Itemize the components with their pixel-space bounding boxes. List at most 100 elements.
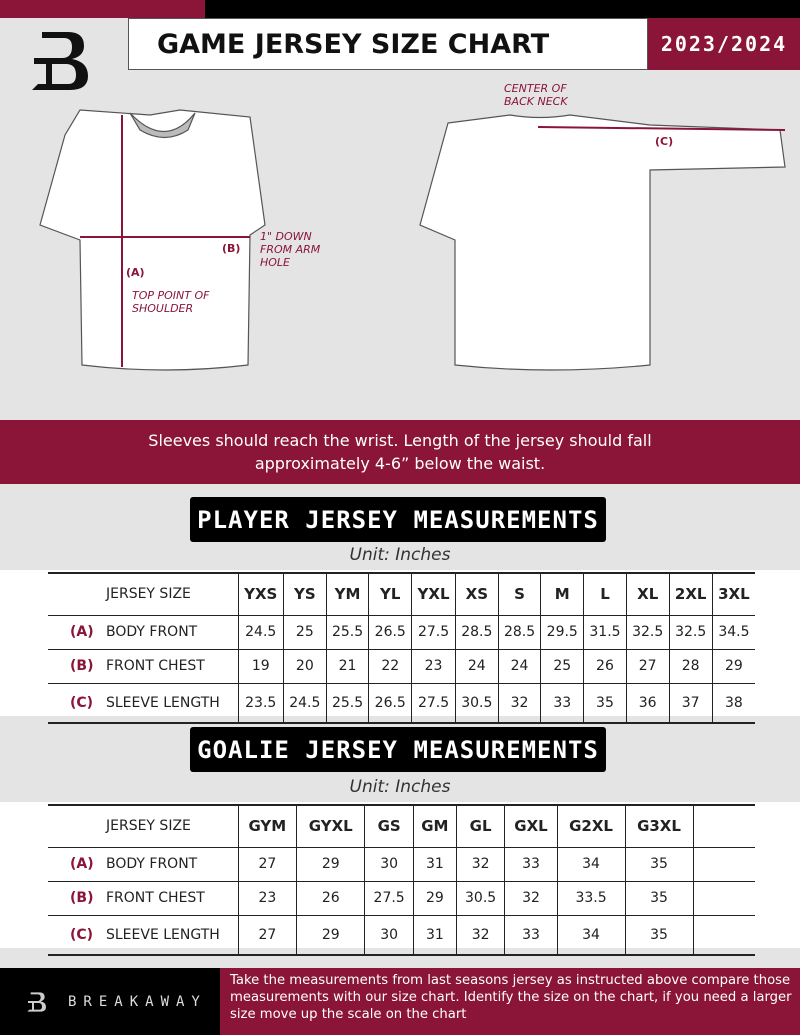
value-cell: 36	[625, 682, 670, 724]
label-top-shoulder: TOP POINT OF SHOULDER	[132, 289, 210, 315]
brand-name: BREAKAWAY	[68, 993, 207, 1010]
value-cell: 27.5	[411, 682, 456, 724]
value-cell: 23	[411, 648, 456, 684]
value-cell: 35	[624, 846, 694, 882]
value-cell: 27	[237, 846, 298, 882]
row-letter: (C)	[70, 926, 94, 943]
value-cell: 21	[325, 648, 370, 684]
value-cell: 32	[455, 846, 506, 882]
instruction-banner: Sleeves should reach the wrist. Length o…	[0, 420, 800, 484]
size-yl: YL	[368, 572, 413, 616]
size-ys: YS	[282, 572, 327, 616]
value-cell: 31	[412, 914, 457, 956]
value-cell: 37	[668, 682, 713, 724]
size-gym: GYM	[237, 804, 298, 848]
value-cell: 33.5	[556, 880, 626, 916]
value-cell: 32	[497, 682, 542, 724]
header-row: JERSEY SIZE YXS YS YM YL YXL XS S M L XL 2XL 3XL	[48, 572, 755, 616]
season-badge: 2023/2024	[648, 18, 800, 70]
value-cell: 25.5	[325, 614, 370, 650]
table-row: (C) SLEEVE LENGTH 23.5 24.5 25.5 26.5 27.5 30.5…	[48, 682, 755, 724]
row-letter: (A)	[70, 624, 94, 640]
value-cell: 23	[237, 880, 298, 916]
row-label: SLEEVE LENGTH	[106, 694, 220, 711]
breakaway-logo-icon	[32, 32, 88, 90]
size-yxs: YXS	[237, 572, 284, 616]
value-cell: 24	[454, 648, 499, 684]
label-a: (A)	[126, 266, 145, 279]
row-label: BODY FRONT	[106, 624, 198, 640]
value-cell: 32	[504, 880, 558, 916]
size-s: S	[497, 572, 542, 616]
value-cell: 27	[625, 648, 670, 684]
empty-cell	[692, 880, 755, 916]
value-cell: 25	[540, 648, 585, 684]
empty-cell	[692, 804, 755, 848]
row-letter: (A)	[70, 856, 94, 872]
value-cell: 29	[296, 846, 366, 882]
size-gxl: GXL	[504, 804, 558, 848]
size-gyxl: GYXL	[296, 804, 366, 848]
value-cell: 30.5	[455, 880, 506, 916]
table-row: (C) SLEEVE LENGTH 27 29 30 31 32 33 34 35	[48, 914, 755, 956]
row-label: BODY FRONT	[106, 856, 198, 872]
size-header: JERSEY SIZE	[48, 804, 239, 848]
value-cell: 32	[455, 914, 506, 956]
top-bar	[205, 0, 800, 18]
top-bar-accent	[0, 0, 205, 18]
page-title: GAME JERSEY SIZE CHART	[128, 18, 648, 70]
row-letter: (B)	[70, 658, 94, 674]
size-gs: GS	[364, 804, 414, 848]
table-row: (B) FRONT CHEST 23 26 27.5 29 30.5 32 33.5 35	[48, 880, 755, 916]
footer-note: Take the measurements from last seasons …	[220, 968, 800, 1035]
size-g3xl: G3XL	[624, 804, 694, 848]
value-cell: 26	[583, 648, 627, 684]
value-cell: 31.5	[583, 614, 627, 650]
row-letter: (B)	[70, 890, 94, 906]
label-arm-hole: 1" DOWN FROM ARM HOLE	[260, 230, 321, 269]
value-cell: 35	[624, 880, 694, 916]
header-row: JERSEY SIZE GYM GYXL GS GM GL GXL G2XL G3XL	[48, 804, 755, 848]
instruction-text: Sleeves should reach the wrist. Length o…	[148, 431, 652, 473]
value-cell: 23.5	[237, 682, 284, 724]
jersey-diagram	[39, 109, 786, 371]
size-gm: GM	[412, 804, 457, 848]
label-c: (C)	[655, 135, 674, 148]
size-ym: YM	[325, 572, 370, 616]
value-cell: 22	[368, 648, 413, 684]
value-cell: 27	[237, 914, 298, 956]
table-row: (A) BODY FRONT 24.5 25 25.5 26.5 27.5 28.5 28.5 2…	[48, 614, 755, 650]
value-cell: 26.5	[368, 614, 413, 650]
size-m: M	[540, 572, 585, 616]
value-cell: 35	[624, 914, 694, 956]
value-cell: 29	[296, 914, 366, 956]
goalie-section-title: GOALIE JERSEY MEASUREMENTS	[190, 727, 606, 772]
size-2xl: 2XL	[668, 572, 713, 616]
value-cell: 29.5	[540, 614, 585, 650]
value-cell: 27.5	[364, 880, 414, 916]
goalie-size-table: JERSEY SIZE GYM GYXL GS GM GL GXL G2XL G3XL (A) BO…	[48, 804, 755, 956]
value-cell: 28	[668, 648, 713, 684]
goalie-unit: Unit: Inches	[349, 777, 451, 797]
size-3xl: 3XL	[711, 572, 755, 616]
value-cell: 31	[412, 846, 457, 882]
jersey-front-shape	[39, 109, 266, 371]
value-cell: 33	[540, 682, 585, 724]
value-cell: 34	[556, 914, 626, 956]
size-header: JERSEY SIZE	[48, 572, 239, 616]
measure-line-c	[537, 126, 786, 131]
size-xl: XL	[625, 572, 670, 616]
row-label: FRONT CHEST	[106, 890, 205, 906]
value-cell: 28.5	[454, 614, 499, 650]
label-center-back-neck: CENTER OF BACK NECK	[504, 82, 568, 108]
size-g2xl: G2XL	[556, 804, 626, 848]
row-label: SLEEVE LENGTH	[106, 926, 220, 943]
size-yxl: YXL	[411, 572, 456, 616]
breakaway-logo-icon	[27, 991, 46, 1012]
value-cell: 19	[237, 648, 284, 684]
value-cell: 34	[556, 846, 626, 882]
player-section-title: PLAYER JERSEY MEASUREMENTS	[190, 497, 606, 542]
value-cell: 24.5	[237, 614, 284, 650]
value-cell: 24.5	[282, 682, 327, 724]
value-cell: 30	[364, 914, 414, 956]
